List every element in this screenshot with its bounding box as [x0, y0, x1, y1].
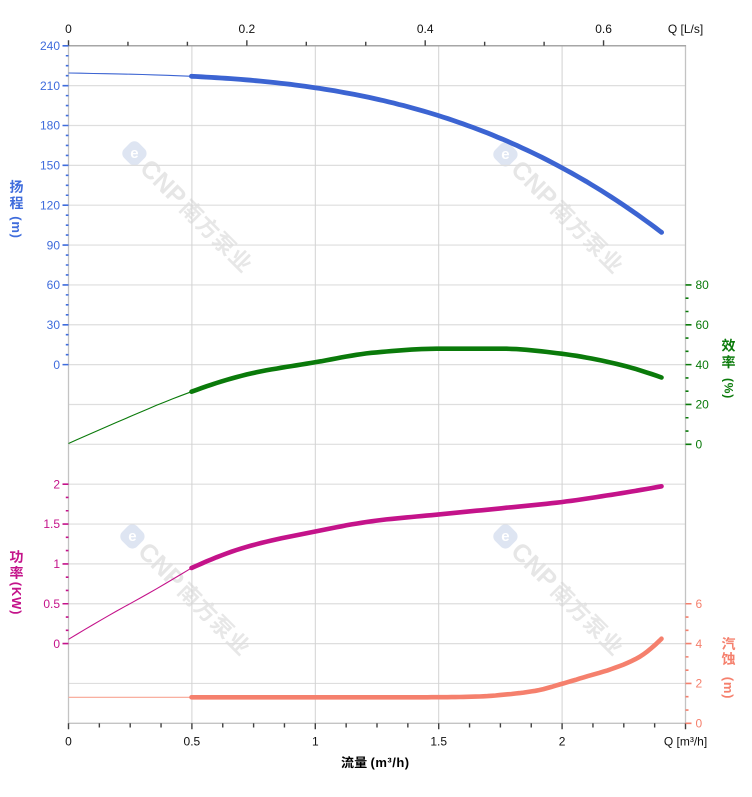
svg-text:2: 2: [696, 677, 703, 691]
svg-text:(KW): (KW): [9, 582, 24, 616]
svg-text:1: 1: [53, 557, 60, 571]
svg-text:2: 2: [559, 735, 566, 749]
svg-text:1.5: 1.5: [43, 517, 60, 531]
svg-text:0: 0: [696, 717, 703, 731]
svg-text:4: 4: [696, 637, 703, 651]
svg-text:(m³/h): (m³/h): [371, 755, 410, 770]
svg-text:0.4: 0.4: [417, 22, 434, 36]
svg-text:150: 150: [40, 159, 60, 173]
svg-text:0.5: 0.5: [184, 735, 201, 749]
svg-text:0: 0: [53, 637, 60, 651]
svg-text:1: 1: [312, 735, 319, 749]
svg-text:0: 0: [53, 358, 60, 372]
svg-text:240: 240: [40, 39, 60, 53]
svg-text:6: 6: [696, 597, 703, 611]
svg-text:0: 0: [65, 735, 72, 749]
svg-text:Q [m³/h]: Q [m³/h]: [664, 735, 707, 749]
svg-text:0: 0: [65, 22, 72, 36]
svg-text:60: 60: [696, 318, 710, 332]
svg-text:80: 80: [696, 278, 710, 292]
svg-text:40: 40: [696, 358, 710, 372]
svg-text:2: 2: [53, 477, 60, 491]
svg-text:180: 180: [40, 119, 60, 133]
svg-text:0.5: 0.5: [43, 597, 60, 611]
svg-text:e: e: [128, 528, 136, 545]
svg-text:(m): (m): [721, 677, 736, 700]
svg-text:e: e: [501, 528, 509, 545]
svg-text:120: 120: [40, 198, 60, 212]
svg-text:210: 210: [40, 79, 60, 93]
svg-text:0.6: 0.6: [595, 22, 612, 36]
svg-text:20: 20: [696, 398, 710, 412]
svg-text:e: e: [501, 146, 509, 163]
svg-text:Q [L/s]: Q [L/s]: [668, 22, 703, 36]
svg-text:e: e: [130, 145, 138, 162]
svg-text:0.2: 0.2: [239, 22, 256, 36]
svg-text:1.5: 1.5: [430, 735, 447, 749]
svg-text:30: 30: [47, 318, 61, 332]
svg-text:(%): (%): [722, 378, 736, 399]
svg-text:90: 90: [47, 238, 61, 252]
svg-text:(m): (m): [9, 216, 24, 239]
svg-text:60: 60: [47, 278, 61, 292]
svg-text:0: 0: [696, 438, 703, 452]
